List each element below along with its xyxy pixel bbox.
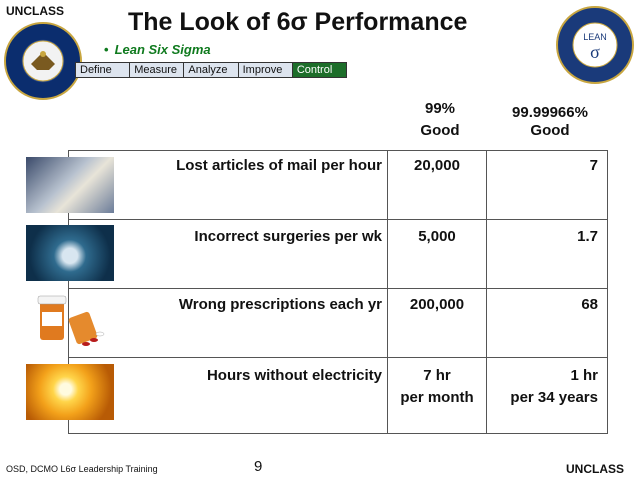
table-cell-six-sigma: 68	[581, 296, 598, 313]
table-divider	[387, 150, 388, 434]
table-cell-99: 5,000	[418, 228, 456, 245]
column-header-99: 99% Good	[400, 98, 480, 142]
table-rule	[68, 150, 608, 151]
phase-improve: Improve	[238, 63, 293, 77]
table-cell-six-sigma: 1.7	[577, 228, 598, 245]
table-cell-99-line2: per month	[400, 389, 474, 406]
column-header-six-sigma-good: Good	[530, 122, 570, 139]
bullet-icon: •	[104, 42, 109, 57]
table-row-label: Incorrect surgeries per wk	[194, 228, 382, 245]
table-divider	[486, 150, 487, 434]
dod-seal-logo	[4, 22, 82, 100]
footer-source: OSD, DCMO L6σ Leadership Training	[6, 464, 158, 474]
column-header-99-good: Good	[420, 122, 460, 139]
table-row-label: Lost articles of mail per hour	[176, 157, 382, 174]
table-border-left	[68, 150, 69, 434]
table-cell-99: 200,000	[409, 296, 465, 313]
surgery-photo	[26, 225, 114, 281]
table-rule	[68, 288, 608, 289]
column-header-six-sigma-pct: 99.99966%	[512, 104, 588, 121]
table-rule	[68, 433, 608, 434]
svg-text:LEAN: LEAN	[583, 32, 607, 42]
phase-define: Define	[76, 63, 131, 77]
page-title: The Look of 6σ Performance	[128, 8, 468, 36]
pill-bottle-photo	[34, 292, 106, 348]
light-bulb-photo	[26, 364, 114, 420]
subtitle: • Lean Six Sigma	[104, 42, 211, 57]
dmaic-phase-bar: Define Measure Analyze Improve Control	[75, 62, 347, 78]
table-rule	[68, 219, 608, 220]
table-border-right	[607, 150, 608, 434]
classification-label-bottom: UNCLASS	[566, 462, 625, 476]
table-cell-99-line1: 7 hr	[423, 367, 451, 384]
mail-letter-photo	[26, 157, 114, 213]
column-header-six-sigma: 99.99966% Good	[490, 104, 610, 140]
table-cell-six-sigma: 7	[589, 157, 598, 174]
table-cell-six-sigma-line1: 1 hr	[570, 367, 598, 384]
svg-text:σ: σ	[590, 42, 600, 62]
phase-analyze: Analyze	[184, 63, 239, 77]
table-cell-99: 20,000	[414, 157, 460, 174]
table-cell-six-sigma: 1 hr per 34 years	[488, 365, 598, 409]
table-row-label: Wrong prescriptions each yr	[178, 296, 382, 313]
classification-label-top: UNCLASS	[6, 4, 65, 18]
column-header-99-pct: 99%	[424, 100, 456, 117]
table-cell-six-sigma-line2: per 34 years	[510, 389, 598, 406]
lss-program-seal-logo: LEAN σ	[556, 6, 634, 84]
subtitle-text: Lean Six Sigma	[114, 42, 211, 57]
phase-control: Control	[292, 63, 347, 77]
table-rule	[68, 357, 608, 358]
table-cell-99: 7 hr per month	[390, 365, 484, 409]
page-number: 9	[254, 458, 263, 475]
table-row-label: Hours without electricity	[206, 367, 382, 384]
phase-measure: Measure	[130, 63, 185, 77]
